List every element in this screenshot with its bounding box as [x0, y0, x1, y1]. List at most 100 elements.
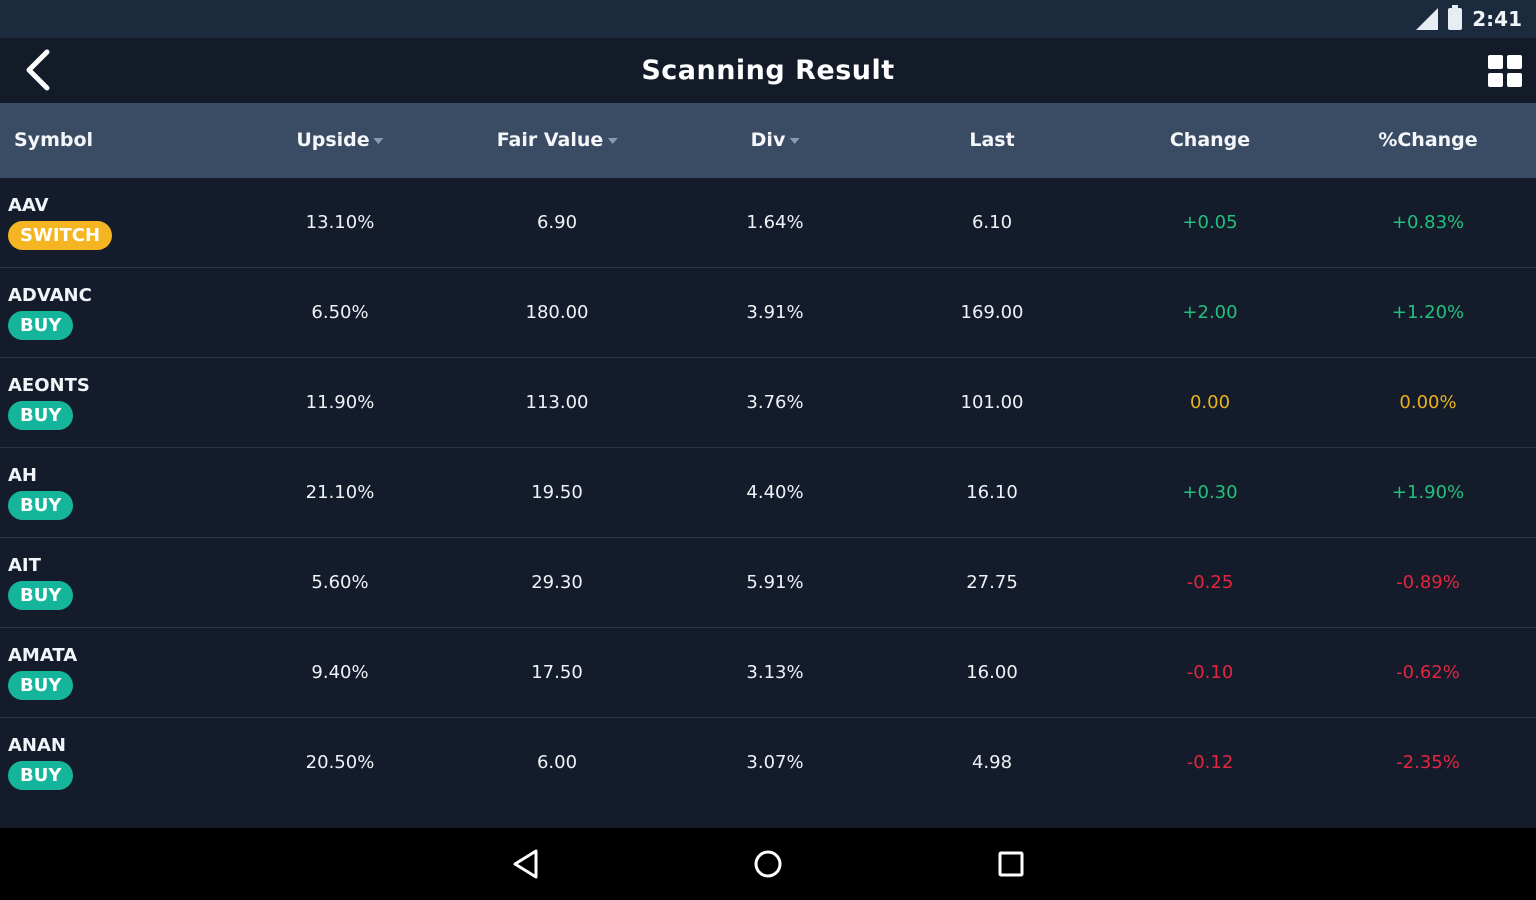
column-header-label: Fair Value: [496, 129, 604, 151]
table-row[interactable]: ANAN BUY 20.50% 6.00 3.07% 4.98 -0.12 -2.35%: [0, 718, 1536, 808]
cell-change: -0.25: [1186, 572, 1234, 593]
table-row[interactable]: AMATA BUY 9.40% 17.50 3.13% 16.00 -0.10 -0.62%: [0, 628, 1536, 718]
cell-pct-change: +1.90%: [1391, 482, 1465, 503]
cell-upside: 6.50%: [311, 302, 369, 323]
signal-badge[interactable]: BUY: [8, 671, 74, 700]
cell-change: 0.00: [1189, 392, 1231, 413]
cell-fair-value: 6.90: [536, 212, 578, 233]
sort-arrow-icon: [607, 137, 618, 144]
cell-change: +2.00: [1182, 302, 1238, 323]
symbol-label: AIT: [8, 555, 41, 576]
symbol-label: AEONTS: [8, 375, 90, 396]
signal-badge[interactable]: BUY: [8, 491, 74, 520]
table-row[interactable]: AEONTS BUY 11.90% 113.00 3.76% 101.00 0.00 0.00…: [0, 358, 1536, 448]
chevron-left-icon: [26, 49, 50, 91]
cell-div: 1.64%: [746, 212, 804, 233]
column-header-label: Change: [1169, 129, 1251, 151]
nav-home-icon[interactable]: [748, 844, 788, 884]
cell-fair-value: 17.50: [531, 662, 583, 683]
cell-change: +0.30: [1182, 482, 1238, 503]
cell-upside: 11.90%: [305, 392, 375, 413]
back-button[interactable]: [14, 46, 62, 94]
column-header-change: Change: [1170, 103, 1250, 178]
cell-pct-change: -2.35%: [1396, 752, 1460, 773]
results-table: AAV SWITCH 13.10% 6.90 1.64% 6.10 +0.05 +0.83% A…: [0, 178, 1536, 808]
status-time: 2:41: [1472, 7, 1522, 31]
signal-badge[interactable]: BUY: [8, 581, 74, 610]
cell-fair-value: 180.00: [525, 302, 589, 323]
cell-div: 3.07%: [746, 752, 804, 773]
column-header-div[interactable]: Div: [751, 103, 800, 178]
grid-view-icon-cell: [1507, 55, 1522, 69]
table-row[interactable]: AH BUY 21.10% 19.50 4.40% 16.10 +0.30 +1.90%: [0, 448, 1536, 538]
symbol-label: AMATA: [8, 645, 78, 666]
cell-change: -0.10: [1186, 662, 1234, 683]
signal-badge[interactable]: BUY: [8, 311, 74, 340]
column-header-fair-value[interactable]: Fair Value: [497, 103, 618, 178]
column-header-pct-change: %Change: [1378, 103, 1477, 178]
signal-badge[interactable]: BUY: [8, 761, 74, 790]
cell-change: +0.05: [1182, 212, 1238, 233]
table-row[interactable]: AIT BUY 5.60% 29.30 5.91% 27.75 -0.25 -0.89%: [0, 538, 1536, 628]
sort-arrow-icon: [789, 137, 800, 144]
column-header-last: Last: [969, 103, 1014, 178]
symbol-label: AAV: [8, 195, 49, 216]
cell-last: 16.00: [966, 662, 1018, 683]
cell-div: 3.91%: [746, 302, 804, 323]
cell-div: 3.76%: [746, 392, 804, 413]
grid-view-icon-cell: [1488, 73, 1503, 87]
cell-last: 4.98: [971, 752, 1013, 773]
nav-recents-icon[interactable]: [991, 844, 1031, 884]
column-header-upside[interactable]: Upside: [296, 103, 384, 178]
cell-pct-change: 0.00%: [1399, 392, 1457, 413]
column-header-label: %Change: [1378, 129, 1478, 151]
system-nav-bar: [0, 828, 1536, 900]
cell-div: 4.40%: [746, 482, 804, 503]
symbol-label: AH: [8, 465, 37, 486]
cell-last: 27.75: [966, 572, 1018, 593]
column-header-label: Last: [969, 129, 1015, 151]
column-header-label: Div: [750, 129, 786, 151]
cell-pct-change: -0.62%: [1396, 662, 1460, 683]
status-bar: 2:41: [0, 0, 1536, 38]
cell-div: 3.13%: [746, 662, 804, 683]
symbol-label: ADVANC: [8, 285, 92, 306]
app-bar: Scanning Result: [0, 38, 1536, 103]
cell-upside: 9.40%: [311, 662, 369, 683]
nav-back-icon[interactable]: [506, 844, 546, 884]
cell-upside: 20.50%: [305, 752, 375, 773]
signal-icon: [1416, 8, 1439, 30]
cell-last: 101.00: [960, 392, 1024, 413]
cell-last: 6.10: [971, 212, 1013, 233]
cell-upside: 21.10%: [305, 482, 375, 503]
cell-fair-value: 29.30: [531, 572, 583, 593]
grid-view-icon: [1488, 55, 1503, 69]
column-header-symbol: Symbol: [14, 103, 93, 178]
signal-badge[interactable]: SWITCH: [8, 221, 113, 250]
battery-icon: [1448, 5, 1463, 30]
cell-pct-change: +0.83%: [1391, 212, 1465, 233]
column-header-label: Symbol: [14, 129, 94, 151]
cell-fair-value: 19.50: [531, 482, 583, 503]
column-header-label: Upside: [296, 129, 370, 151]
sort-arrow-icon: [373, 137, 384, 144]
cell-fair-value: 6.00: [536, 752, 578, 773]
table-bottom-spacer: [0, 806, 1536, 828]
table-row[interactable]: ADVANC BUY 6.50% 180.00 3.91% 169.00 +2.00 +1.2…: [0, 268, 1536, 358]
page-title: Scanning Result: [641, 55, 895, 86]
symbol-label: ANAN: [8, 735, 66, 756]
table-header: Symbol Upside Fair Value Div Last Change %Chan…: [0, 103, 1536, 178]
cell-div: 5.91%: [746, 572, 804, 593]
cell-upside: 13.10%: [305, 212, 375, 233]
table-row[interactable]: AAV SWITCH 13.10% 6.90 1.64% 6.10 +0.05 +0.83%: [0, 178, 1536, 268]
grid-view-icon-cell: [1507, 73, 1522, 87]
cell-last: 169.00: [960, 302, 1024, 323]
cell-last: 16.10: [966, 482, 1018, 503]
signal-badge[interactable]: BUY: [8, 401, 74, 430]
grid-view-button[interactable]: [1488, 55, 1522, 87]
cell-change: -0.12: [1186, 752, 1234, 773]
cell-upside: 5.60%: [311, 572, 369, 593]
cell-fair-value: 113.00: [525, 392, 589, 413]
cell-pct-change: +1.20%: [1391, 302, 1465, 323]
cell-pct-change: -0.89%: [1396, 572, 1460, 593]
